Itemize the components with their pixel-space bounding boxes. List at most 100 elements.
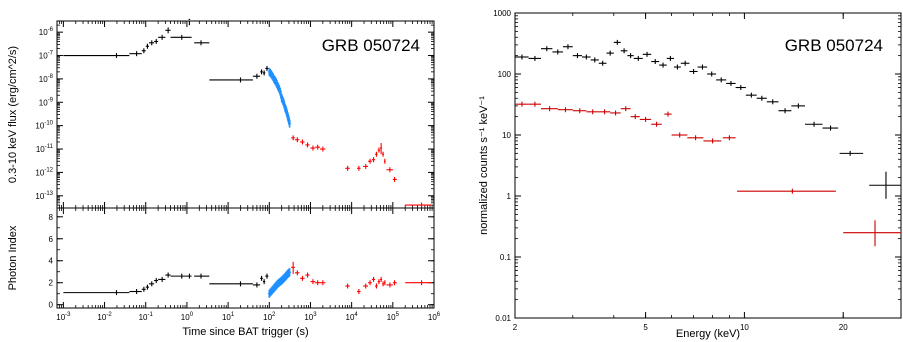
x-tick-label: 100 bbox=[181, 312, 194, 322]
index-point bbox=[170, 273, 192, 279]
flux-point bbox=[265, 65, 269, 71]
spectrum-point bbox=[528, 101, 541, 107]
index-point bbox=[252, 282, 261, 288]
spectrum-title: GRB 050724 bbox=[785, 36, 883, 55]
flux-point bbox=[383, 158, 386, 164]
flux-point bbox=[345, 165, 350, 171]
spectrum-point bbox=[697, 64, 708, 70]
index-point bbox=[291, 261, 295, 274]
y-tick-label: 100 bbox=[498, 70, 512, 79]
spectrum-point bbox=[805, 121, 823, 127]
spectrum-point bbox=[613, 39, 621, 45]
y-tick-label: 10-7 bbox=[39, 51, 54, 61]
flux-point bbox=[170, 34, 192, 40]
spectrum-point bbox=[562, 44, 573, 50]
index-point bbox=[392, 280, 397, 286]
spectrum-point bbox=[572, 53, 582, 59]
flux-point bbox=[382, 151, 384, 157]
x-tick-label: 105 bbox=[387, 312, 400, 322]
spectrum-point bbox=[627, 53, 634, 59]
flux-point bbox=[386, 167, 393, 173]
y-tick-label: 10-9 bbox=[39, 97, 54, 107]
flux-point bbox=[148, 40, 155, 46]
spectrum-point bbox=[639, 116, 652, 122]
spectrum-point bbox=[822, 125, 839, 131]
flux-point bbox=[194, 40, 210, 46]
spectrum-point bbox=[586, 109, 599, 115]
x-tick-label: 10 bbox=[740, 323, 749, 332]
spectrum-point bbox=[620, 106, 631, 112]
y-tick-label: 0.01 bbox=[495, 314, 511, 323]
flux-point bbox=[377, 147, 381, 153]
index-point bbox=[260, 275, 263, 281]
spectrum-point bbox=[766, 99, 779, 105]
spectrum-point bbox=[843, 220, 901, 247]
y-tick-label: 8 bbox=[49, 213, 54, 222]
index-point bbox=[305, 272, 310, 278]
flux-point bbox=[315, 144, 320, 150]
spectrum-point bbox=[515, 101, 529, 107]
flux-point bbox=[305, 142, 310, 148]
spectrum-point bbox=[620, 48, 628, 54]
index-point bbox=[209, 281, 253, 287]
flux-axis-label: 0.3-10 keV flux (erg/cm^2/s) bbox=[7, 46, 19, 183]
y-tick-label: 0.1 bbox=[500, 253, 512, 262]
spectrum-point bbox=[598, 109, 611, 115]
index-point bbox=[377, 279, 381, 285]
index-point bbox=[357, 289, 361, 295]
spectrum-point bbox=[572, 108, 587, 114]
x-tick-label: 104 bbox=[346, 312, 359, 322]
y-tick-label: 0 bbox=[49, 301, 54, 310]
x-tick-label: 5 bbox=[643, 323, 648, 332]
spectrum-point bbox=[557, 107, 573, 113]
plot-frame bbox=[56, 207, 435, 309]
y-tick-label: 10-8 bbox=[39, 74, 54, 84]
flux-point bbox=[392, 176, 397, 182]
flux-point bbox=[357, 165, 361, 171]
spectrum-point bbox=[666, 55, 674, 61]
y-tick-label: 10 bbox=[502, 131, 511, 140]
index-point bbox=[383, 280, 386, 286]
index-point bbox=[315, 280, 320, 286]
spectrum-point bbox=[590, 57, 599, 63]
y-tick-label: 1000 bbox=[493, 9, 511, 18]
index-point bbox=[363, 283, 369, 289]
flux-point bbox=[291, 135, 295, 141]
light-curve-title: GRB 050724 bbox=[322, 36, 420, 55]
spectrum-point bbox=[726, 80, 736, 86]
x-tick-label: 101 bbox=[222, 312, 235, 322]
x-tick-label: 2 bbox=[513, 323, 518, 332]
x-tick-label: 103 bbox=[304, 312, 317, 322]
spectrum-point bbox=[716, 77, 727, 83]
counts-axis-label: normalized counts s⁻¹ keV⁻¹ bbox=[478, 96, 490, 235]
spectrum-point bbox=[633, 55, 643, 61]
spectrum-point bbox=[606, 50, 614, 56]
index-point bbox=[194, 273, 210, 279]
flux-point bbox=[129, 51, 142, 57]
spectrum-point bbox=[745, 92, 757, 98]
index-point bbox=[371, 276, 376, 282]
spectrum-point bbox=[540, 46, 553, 52]
index-point bbox=[145, 284, 149, 290]
index-point bbox=[386, 282, 393, 288]
spectrum-point bbox=[722, 135, 736, 141]
x-tick-label: 10-3 bbox=[56, 312, 71, 322]
flux-point bbox=[141, 48, 146, 54]
index-point bbox=[129, 289, 142, 295]
flux-point bbox=[145, 43, 149, 49]
spectrum-point bbox=[680, 60, 690, 66]
photon-index-axis-label: Photon Index bbox=[7, 225, 19, 290]
spectrum-point bbox=[581, 54, 591, 60]
index-point bbox=[375, 283, 378, 289]
flux-point bbox=[158, 34, 166, 40]
y-tick-label: 6 bbox=[49, 235, 54, 244]
flux-point bbox=[154, 38, 159, 44]
index-point bbox=[262, 279, 266, 285]
flux-point bbox=[368, 158, 372, 164]
spectrum-point bbox=[737, 188, 836, 194]
index-point bbox=[294, 270, 300, 276]
spectrum-point bbox=[689, 68, 698, 74]
x-tick-label: 106 bbox=[428, 312, 441, 322]
